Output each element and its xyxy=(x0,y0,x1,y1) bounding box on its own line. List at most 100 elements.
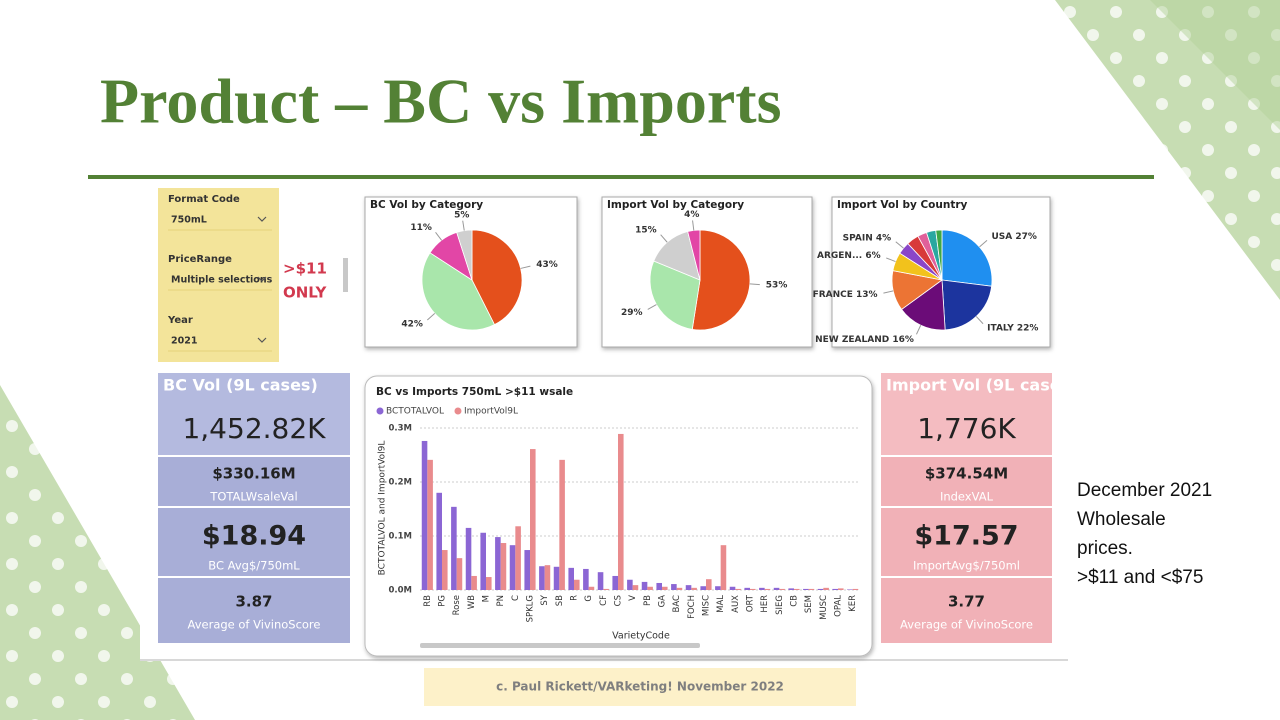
bar xyxy=(715,586,721,590)
pie-slice xyxy=(941,229,993,287)
card-label: ImportAvg$/750ml xyxy=(913,559,1020,573)
dropdown-chevron[interactable] xyxy=(257,216,267,222)
dropdown-chevron[interactable] xyxy=(257,276,267,282)
filter-value[interactable]: Multiple selections xyxy=(171,275,273,286)
pie-slice xyxy=(421,252,496,331)
card-value: $374.54M xyxy=(925,465,1008,483)
bar xyxy=(808,588,815,590)
bar xyxy=(471,575,477,590)
pie-label: 43% xyxy=(536,260,558,270)
bar xyxy=(852,588,859,590)
x-tick-label: V xyxy=(628,595,638,601)
bar xyxy=(618,433,624,590)
bar xyxy=(583,568,589,590)
bar xyxy=(539,566,545,590)
x-tick-label: CS xyxy=(614,595,624,606)
x-tick-label: SPKLG xyxy=(526,595,536,622)
title-rule xyxy=(88,175,1154,179)
bar xyxy=(788,588,794,590)
pie-leader xyxy=(647,304,657,310)
card-label: Average of VivinoScore xyxy=(188,618,321,632)
card-section xyxy=(881,457,1052,506)
side-note: Wholesale xyxy=(1077,509,1166,530)
pie-leader xyxy=(660,234,668,243)
bar xyxy=(779,588,785,590)
pie-label: 53% xyxy=(766,281,788,291)
card-label: Average of VivinoScore xyxy=(900,618,1033,632)
bar xyxy=(823,587,829,590)
side-note: prices. xyxy=(1077,538,1133,559)
pie-label: ITALY 22% xyxy=(987,324,1038,334)
bar xyxy=(729,586,736,590)
filter-value[interactable]: 2021 xyxy=(171,336,197,347)
x-tick-label: OPAL xyxy=(834,595,844,617)
bar xyxy=(574,579,580,590)
x-axis-title: VarietyCode xyxy=(612,631,670,642)
filter-value[interactable]: 750mL xyxy=(171,215,207,226)
footer: c. Paul Rickett/VARketing! November 2022 xyxy=(496,680,784,694)
bar xyxy=(456,558,463,590)
x-tick-label: AUX xyxy=(731,595,741,613)
pie-leader xyxy=(520,265,531,269)
pie-leader xyxy=(979,239,988,248)
x-tick-label: M xyxy=(482,595,492,602)
card-title: Import Vol (9L cases) xyxy=(886,376,1077,395)
bar xyxy=(671,584,677,590)
bar xyxy=(568,567,574,590)
pie-leader xyxy=(749,283,760,286)
bar xyxy=(553,566,560,590)
x-tick-label: C xyxy=(511,595,521,601)
pie-title: Import Vol by Country xyxy=(837,199,968,211)
pie-slice xyxy=(941,279,993,331)
y-tick-label: 0.1M xyxy=(388,532,412,542)
bar xyxy=(700,586,706,590)
footer-box xyxy=(424,668,856,706)
bar xyxy=(641,581,648,590)
bar xyxy=(691,587,697,590)
pie-label: 29% xyxy=(621,308,643,318)
pie-label: 42% xyxy=(401,320,423,330)
x-tick-label: MISC xyxy=(702,595,712,616)
bar xyxy=(632,585,639,590)
bar xyxy=(735,588,741,590)
card-section xyxy=(158,508,350,576)
y-tick-label: 0.2M xyxy=(388,478,412,488)
bar xyxy=(509,545,516,590)
bar xyxy=(685,585,692,590)
side-note: December 2021 xyxy=(1077,480,1212,501)
x-tick-label: SB xyxy=(555,595,565,606)
x-tick-label: ORT xyxy=(746,594,756,612)
pie-leader xyxy=(895,241,904,249)
x-tick-label: G xyxy=(584,595,594,602)
bar xyxy=(421,440,428,590)
chart-title: BC vs Imports 750mL >$11 wsale xyxy=(376,386,573,398)
x-tick-label: SY xyxy=(540,594,550,605)
pie-label: USA 27% xyxy=(992,232,1037,242)
card-label: TOTALWsaleVal xyxy=(209,490,297,504)
card-label: BC Avg$/750mL xyxy=(208,559,300,573)
x-tick-label: SEM xyxy=(804,595,814,613)
x-tick-label: BAC xyxy=(672,595,682,612)
side-note: >$11 and <$75 xyxy=(1077,567,1203,588)
filter-label: Format Code xyxy=(168,194,240,205)
slide-title: Product – BC vs Imports xyxy=(100,66,782,137)
bar xyxy=(720,545,727,590)
bar xyxy=(627,579,633,590)
card-label: IndexVAL xyxy=(940,490,994,504)
pie-leader xyxy=(435,232,443,241)
pie-slice xyxy=(900,279,946,331)
bar xyxy=(530,449,536,590)
x-tick-label: KER xyxy=(848,595,858,612)
legend-label: BCTOTALVOL xyxy=(386,407,444,417)
card-section xyxy=(881,373,1052,455)
pie-title: Import Vol by Category xyxy=(607,199,744,211)
scrollbar[interactable] xyxy=(420,643,700,648)
dropdown-chevron[interactable] xyxy=(257,337,267,343)
bar xyxy=(442,550,448,590)
bar xyxy=(817,588,824,590)
filter-label: Year xyxy=(167,315,193,326)
x-tick-label: CB xyxy=(790,595,800,607)
pie-title: BC Vol by Category xyxy=(370,199,483,211)
x-tick-label: GA xyxy=(658,595,668,608)
decoration xyxy=(1150,0,1280,130)
